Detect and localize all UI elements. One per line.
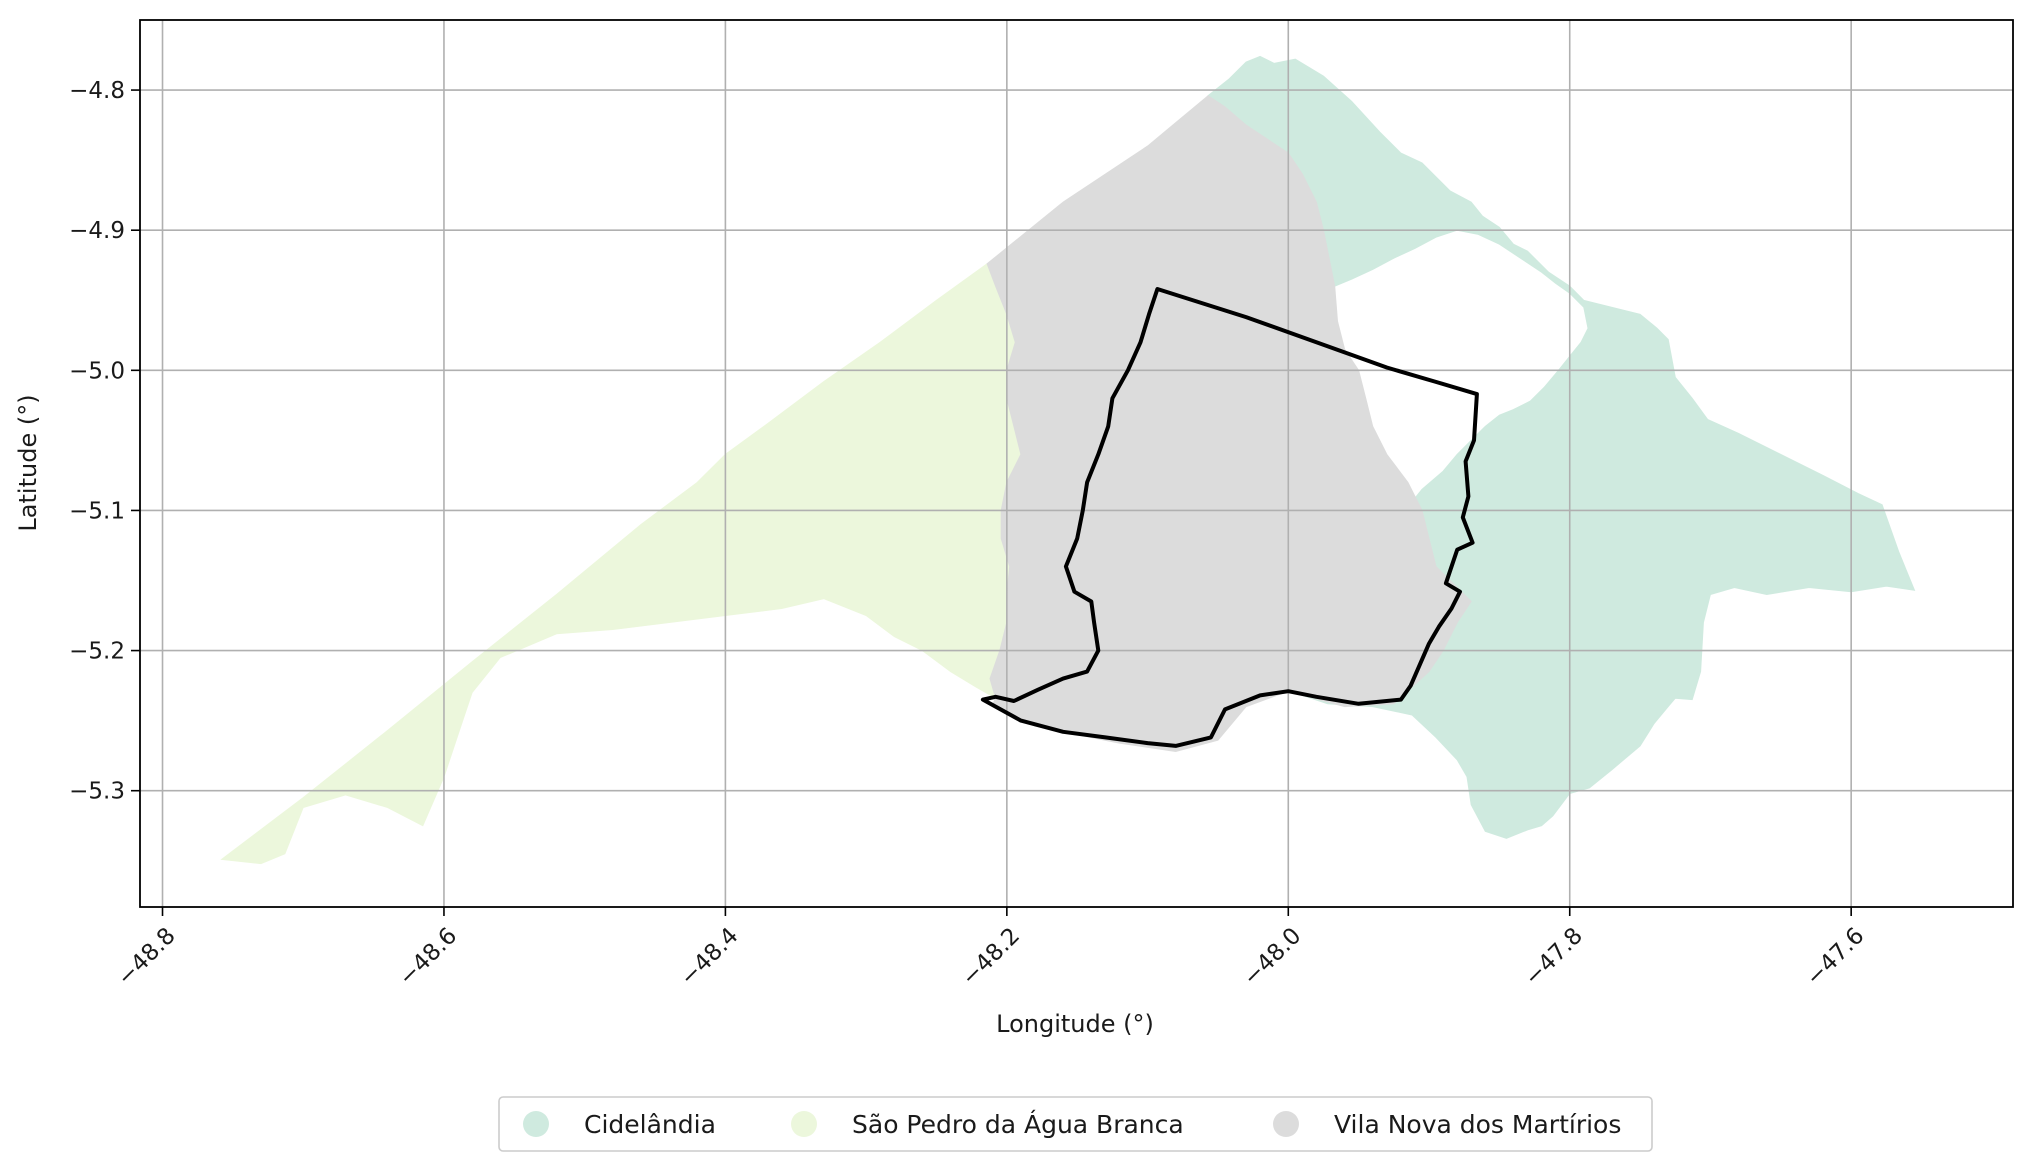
legend-marker-cidelandia <box>523 1111 549 1137</box>
y-axis-title: Latitude (°) <box>14 394 42 531</box>
y-tick-label: −4.9 <box>69 218 125 244</box>
selected-area-outline <box>980 287 1479 748</box>
legend-label-cidelandia: Cidelândia <box>584 1110 716 1139</box>
grid-layer <box>140 20 2013 907</box>
regions-layer <box>220 55 1916 865</box>
y-tick-label: −5.2 <box>69 639 125 665</box>
y-tick-label: −4.8 <box>69 78 125 104</box>
plot-frame <box>139 19 2014 908</box>
y-tick-label: −5.3 <box>69 779 125 805</box>
outline-layer <box>980 287 1479 748</box>
legend-label-sao-pedro-da-agua-branca: São Pedro da Água Branca <box>852 1110 1184 1139</box>
x-axis-title: Longitude (°) <box>996 1010 1154 1038</box>
y-tick-label: −5.1 <box>69 498 125 524</box>
y-tick-label: −5.0 <box>69 358 125 384</box>
legend-marker-sao-pedro-da-agua-branca <box>791 1111 817 1137</box>
legend-box <box>498 1096 1653 1152</box>
legend-label-vila-nova-dos-martirios: Vila Nova dos Martírios <box>1334 1110 1621 1139</box>
legend-marker-vila-nova-dos-martirios <box>1273 1111 1299 1137</box>
legend: Cidelândia São Pedro da Água Branca Vila… <box>498 1096 1653 1152</box>
